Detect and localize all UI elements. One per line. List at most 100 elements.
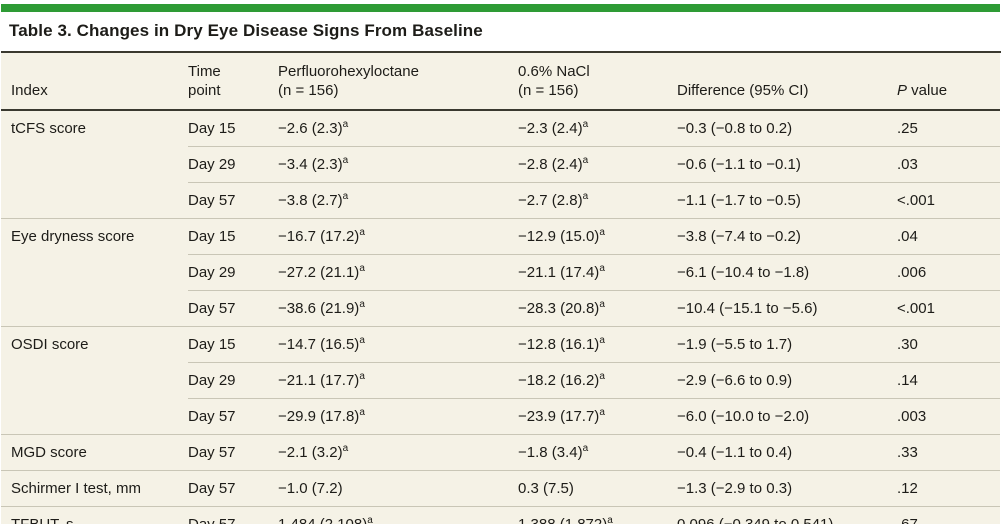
- table-row: Day 29 −3.4 (2.3)a −2.8 (2.4)a −0.6 (−1.1 t…: [1, 146, 1000, 183]
- footnote-marker: a: [359, 227, 365, 238]
- cell-index: Schirmer I test, mm: [1, 470, 188, 507]
- cell-p-value: .006: [897, 254, 1000, 291]
- cell-nacl: −2.7 (2.8)a: [518, 182, 677, 219]
- table-title: Table 3. Changes in Dry Eye Disease Sign…: [1, 12, 1001, 53]
- cell-perfluorohexyloctane: −3.4 (2.3)a: [278, 146, 518, 183]
- header-row: Index Time point Perfluorohexyloctane (n…: [1, 53, 1000, 111]
- footnote-marker: a: [599, 335, 605, 346]
- p-value-rest: value: [907, 82, 948, 99]
- footnote-marker: a: [359, 407, 365, 418]
- cell-difference: −1.1 (−1.7 to −0.5): [677, 182, 897, 219]
- table-row: Day 57 −29.9 (17.8)a −23.9 (17.7)a −6.0 (−1…: [1, 398, 1000, 435]
- cell-index: Eye dryness score: [1, 218, 188, 255]
- cell-p-value: .12: [897, 470, 1000, 507]
- cell-p-value: .04: [897, 218, 1000, 255]
- footnote-marker: a: [599, 227, 605, 238]
- cell-time-point: Day 57: [188, 182, 278, 219]
- cell-perfluorohexyloctane: −27.2 (21.1)a: [278, 254, 518, 291]
- cell-p-value: .25: [897, 120, 918, 137]
- cell-nacl: −12.9 (15.0)a: [518, 218, 677, 255]
- column-header-difference: Difference (95% CI): [677, 53, 897, 111]
- cell-perfluorohexyloctane: −1.0 (7.2): [278, 470, 518, 507]
- cell-time-point: Day 57: [188, 398, 278, 435]
- cell-p-value: .67: [897, 506, 1000, 524]
- accent-bar: [1, 4, 1000, 12]
- cell-perfluorohexyloctane: −2.6 (2.3)a: [278, 119, 349, 138]
- table-header: Index Time point Perfluorohexyloctane (n…: [1, 53, 1000, 111]
- footnote-marker: a: [367, 515, 373, 524]
- cell-difference: −0.4 (−1.1 to 0.4): [677, 434, 897, 471]
- footnote-marker: a: [599, 371, 605, 382]
- cell-time-point: Day 57: [188, 470, 278, 507]
- cell-index: tCFS score: [11, 120, 87, 138]
- cell-index: [1, 291, 188, 327]
- table-row: MGD score Day 57 −2.1 (3.2)a −1.8 (3.4)a −0.…: [1, 434, 1000, 471]
- column-header-time-point: Time point: [188, 53, 278, 111]
- footnote-marker: a: [342, 191, 349, 202]
- table-row: Eye dryness score Day 15 −16.7 (17.2)a −12.…: [1, 218, 1000, 255]
- cell-index: MGD score: [1, 434, 188, 471]
- data-table: Index Time point Perfluorohexyloctane (n…: [1, 53, 1000, 524]
- cell-perfluorohexyloctane: −38.6 (21.9)a: [278, 290, 518, 327]
- footnote-marker: a: [359, 263, 365, 274]
- cell-p-value: <.001: [897, 290, 1000, 327]
- cell-perfluorohexyloctane: −16.7 (17.2)a: [278, 218, 518, 255]
- cell-nacl: −28.3 (20.8)a: [518, 290, 677, 327]
- table-row: Day 29 −27.2 (21.1)a −21.1 (17.4)a −6.1 (−1…: [1, 254, 1000, 291]
- cell-difference: 0.096 (−0.349 to 0.541): [677, 506, 897, 524]
- footnote-marker: a: [599, 407, 605, 418]
- cell-time-point: Day 15: [188, 326, 278, 363]
- cell-perfluorohexyloctane: −2.1 (3.2)a: [278, 434, 518, 471]
- cell-time-point: Day 29: [188, 254, 278, 291]
- footnote-marker: a: [342, 119, 349, 130]
- cell-nacl: −2.3 (2.4)a: [518, 119, 589, 138]
- cell-time-point: Day 29: [188, 362, 278, 399]
- cell-index: [1, 399, 188, 435]
- cell-difference: −6.0 (−10.0 to −2.0): [677, 398, 897, 435]
- table-row: TFBUT, sDay 571.484 (2.108)a1.388 (1.872…: [1, 506, 1000, 524]
- footnote-marker: a: [359, 335, 365, 346]
- cell-nacl: 0.3 (7.5): [518, 470, 677, 507]
- cell-index: TFBUT, s: [1, 506, 188, 524]
- footnote-marker: a: [582, 119, 589, 130]
- cell-difference: −2.9 (−6.6 to 0.9): [677, 362, 897, 399]
- cell-perfluorohexyloctane: −3.8 (2.7)a: [278, 182, 518, 219]
- cell-p-value: .03: [897, 146, 1000, 183]
- cell-index: [1, 183, 188, 219]
- cell-perfluorohexyloctane: −14.7 (16.5)a: [278, 326, 518, 363]
- column-header-nacl: 0.6% NaCl (n = 156): [518, 53, 677, 111]
- footnote-marker: a: [342, 443, 349, 454]
- table-row: OSDI score Day 15 −14.7 (16.5)a −12.8 (16.1…: [1, 326, 1000, 363]
- cell-nacl: 1.388 (1.872)a: [518, 506, 677, 524]
- cell-p-value: .33: [897, 434, 1000, 471]
- cell-nacl: −18.2 (16.2)a: [518, 362, 677, 399]
- footnote-marker: a: [359, 371, 365, 382]
- cell-p-value: .003: [897, 398, 1000, 435]
- cell-perfluorohexyloctane: −21.1 (17.7)a: [278, 362, 518, 399]
- cell-nacl: −12.8 (16.1)a: [518, 326, 677, 363]
- cell-nacl: −2.8 (2.4)a: [518, 146, 677, 183]
- cell-difference: −1.3 (−2.9 to 0.3): [677, 470, 897, 507]
- column-header-perfluorohexyloctane: Perfluorohexyloctane (n = 156): [278, 53, 518, 111]
- cell-difference: −0.3 (−0.8 to 0.2): [677, 120, 793, 137]
- cell-time-point: Day 57: [188, 434, 278, 471]
- table-row: tCFS score Day 15 −2.6 (2.3)a −2.3 (2.4)a −0…: [1, 110, 1000, 147]
- cell-time-point: Day 15: [188, 120, 236, 137]
- cell-p-value: <.001: [897, 182, 1000, 219]
- footnote-marker: a: [599, 299, 605, 310]
- cell-index: [1, 147, 188, 183]
- table-row: Schirmer I test, mm Day 57 −1.0 (7.2) 0.3 (…: [1, 470, 1000, 507]
- cell-time-point: Day 29: [188, 146, 278, 183]
- table-row: Day 57 −38.6 (21.9)a −28.3 (20.8)a −10.4 (−…: [1, 290, 1000, 327]
- cell-p-value: .30: [897, 326, 1000, 363]
- cell-difference: −0.6 (−1.1 to −0.1): [677, 146, 897, 183]
- cell-difference: −1.9 (−5.5 to 1.7): [677, 326, 897, 363]
- table-row: Day 29 −21.1 (17.7)a −18.2 (16.2)a −2.9 (−6…: [1, 362, 1000, 399]
- footnote-marker: a: [607, 515, 613, 524]
- table-row: Day 57 −3.8 (2.7)a −2.7 (2.8)a −1.1 (−1.7 t…: [1, 182, 1000, 219]
- cell-difference: −6.1 (−10.4 to −1.8): [677, 254, 897, 291]
- footnote-marker: a: [342, 155, 349, 166]
- cell-index: [1, 255, 188, 291]
- cell-nacl: −1.8 (3.4)a: [518, 434, 677, 471]
